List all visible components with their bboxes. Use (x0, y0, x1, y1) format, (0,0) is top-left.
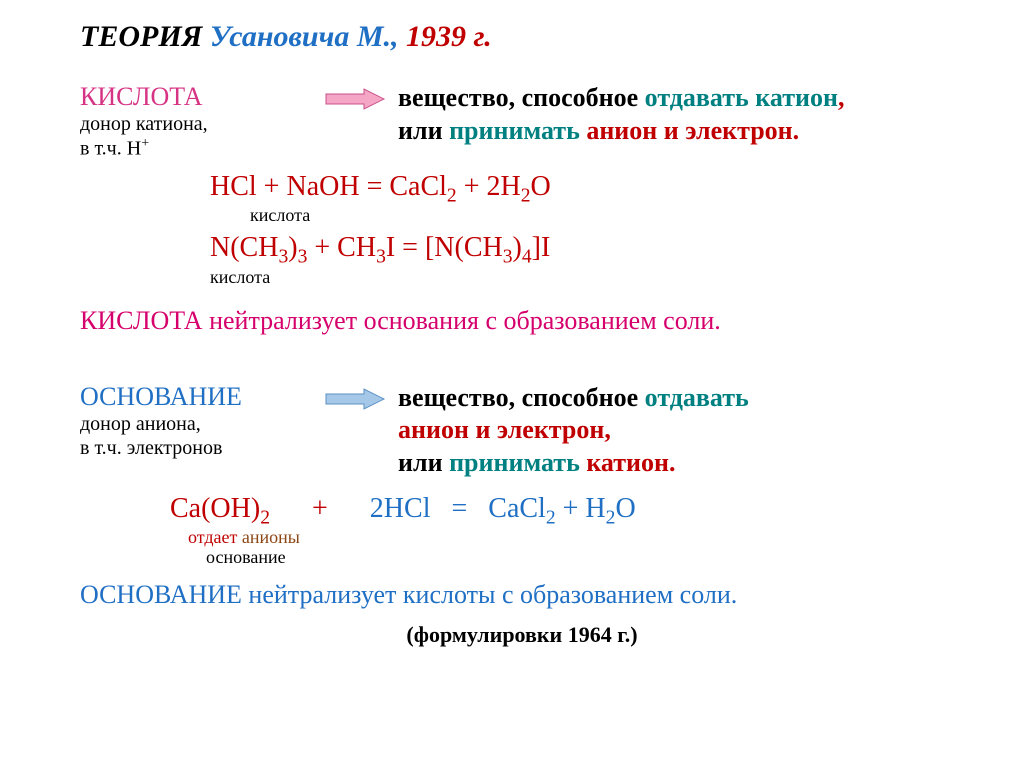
eq2-2: 3 (278, 247, 288, 268)
acid-def-1: вещество, способное (398, 83, 645, 112)
eq1-lhs: HCl + NaOH (210, 171, 360, 202)
acid-sub2a: в т.ч. H (80, 138, 141, 160)
title-part-1: ТЕОРИЯ (80, 20, 210, 53)
acid-def-2: отдавать катион (645, 83, 838, 112)
acid-def-4: или (398, 116, 449, 145)
eq1-rc: + 2H (457, 171, 521, 202)
eq3-gap1: + (270, 493, 370, 525)
eq3-f: + H (556, 493, 606, 524)
eq3-c: 2HCl (370, 493, 431, 525)
eq2-11: ]I (532, 232, 551, 263)
eq3-lab1b: анионы (242, 527, 300, 547)
eq3-lab2: основание (206, 547, 286, 567)
eq3-labels: отдает анионы основание (188, 528, 964, 568)
base-def-2: отдавать (645, 383, 749, 412)
base-statement: ОСНОВАНИЕ нейтрализует кислоты с образов… (80, 580, 964, 610)
base-heading: ОСНОВАНИЕ (80, 382, 320, 412)
eq3-eq: = (430, 493, 488, 525)
eq2-3: ) (288, 232, 297, 263)
eq2-5: + CH (307, 232, 376, 263)
eq3-a1: Ca(OH) (170, 493, 260, 524)
title-part-2: Усановича М., (210, 20, 406, 53)
base-def-6: катион. (580, 448, 676, 477)
arrow-pink-icon (324, 88, 386, 110)
stmt-b-3: соли. (680, 580, 738, 609)
acid-def-5: принимать (449, 116, 580, 145)
base-left: ОСНОВАНИЕ донор аниона, в т.ч. электроно… (80, 382, 320, 460)
eq2-4: 3 (298, 247, 308, 268)
base-sub2: в т.ч. электронов (80, 436, 320, 460)
eq2-8: 3 (503, 247, 513, 268)
arrow-blue-icon (324, 388, 386, 410)
footer-note: (формулировки 1964 г.) (80, 622, 964, 648)
acid-sub2b: + (141, 136, 149, 151)
equation-1: HCl + NaOH = CaCl2 + 2H2O (210, 171, 964, 208)
stmt-b-2: нейтрализует кислоты с образованием (242, 580, 680, 609)
acid-sub2: в т.ч. H+ (80, 136, 320, 161)
title-part-3: 1939 г. (406, 20, 492, 53)
eq3-d: CaCl (488, 493, 546, 524)
eq2-7: I = [N(CH (386, 232, 503, 263)
eq1-rb: 2 (447, 185, 457, 206)
eq1-rd: 2 (521, 185, 531, 206)
eq1-label: кислота (250, 205, 964, 226)
stmt-a-3: соли. (663, 306, 721, 335)
eq3-rhs: CaCl2 + H2O (488, 493, 635, 530)
slide-title: ТЕОРИЯ Усановича М., 1939 г. (80, 20, 964, 54)
eq3-lab1a: отдает (188, 527, 242, 547)
eq2-label: кислота (210, 267, 964, 288)
acid-left: КИСЛОТА донор катиона, в т.ч. H+ (80, 82, 320, 161)
eq2-6: 3 (376, 247, 386, 268)
stmt-a-2: нейтрализует основания с образованием (203, 306, 664, 335)
eq2-9: ) (513, 232, 522, 263)
eq1-re: O (531, 171, 551, 202)
eq3-g: 2 (606, 508, 616, 529)
eq1-ra: CaCl (389, 171, 447, 202)
acid-sub1: донор катиона, (80, 112, 320, 136)
eq3-e: 2 (546, 508, 556, 529)
eq3-a: Ca(OH)2 (170, 493, 270, 530)
acid-definition-row: КИСЛОТА донор катиона, в т.ч. H+ веществ… (80, 82, 964, 161)
base-def-3: анион и электрон, (398, 415, 611, 444)
base-def-4: или (398, 448, 449, 477)
eq3-h: O (615, 493, 635, 524)
eq1-eq: = (360, 171, 390, 202)
base-def-1: вещество, способное (398, 383, 645, 412)
stmt-b-1: ОСНОВАНИЕ (80, 580, 242, 609)
base-sub1: донор аниона, (80, 412, 320, 436)
eq2-10: 4 (522, 247, 532, 268)
eq3-a2: 2 (260, 508, 270, 529)
equation-3: Ca(OH)2 + 2HCl = CaCl2 + H2O (170, 493, 964, 530)
stmt-a-1: КИСЛОТА (80, 306, 203, 335)
slide-content: ТЕОРИЯ Усановича М., 1939 г. КИСЛОТА дон… (0, 0, 1024, 658)
equation-2: N(CH3)3 + CH3I = [N(CH3)4]I (210, 232, 964, 269)
acid-def-6: анион и электрон. (580, 116, 799, 145)
acid-statement: КИСЛОТА нейтрализует основания с образов… (80, 306, 964, 336)
acid-heading: КИСЛОТА (80, 82, 320, 112)
base-def: вещество, способное отдавать анион и эле… (398, 382, 749, 480)
acid-def-3: , (838, 83, 845, 112)
spacer (80, 364, 964, 382)
base-definition-row: ОСНОВАНИЕ донор аниона, в т.ч. электроно… (80, 382, 964, 480)
eq2-1: N(CH (210, 232, 278, 263)
base-def-5: принимать (449, 448, 580, 477)
acid-def: вещество, способное отдавать катион, или… (398, 82, 844, 147)
